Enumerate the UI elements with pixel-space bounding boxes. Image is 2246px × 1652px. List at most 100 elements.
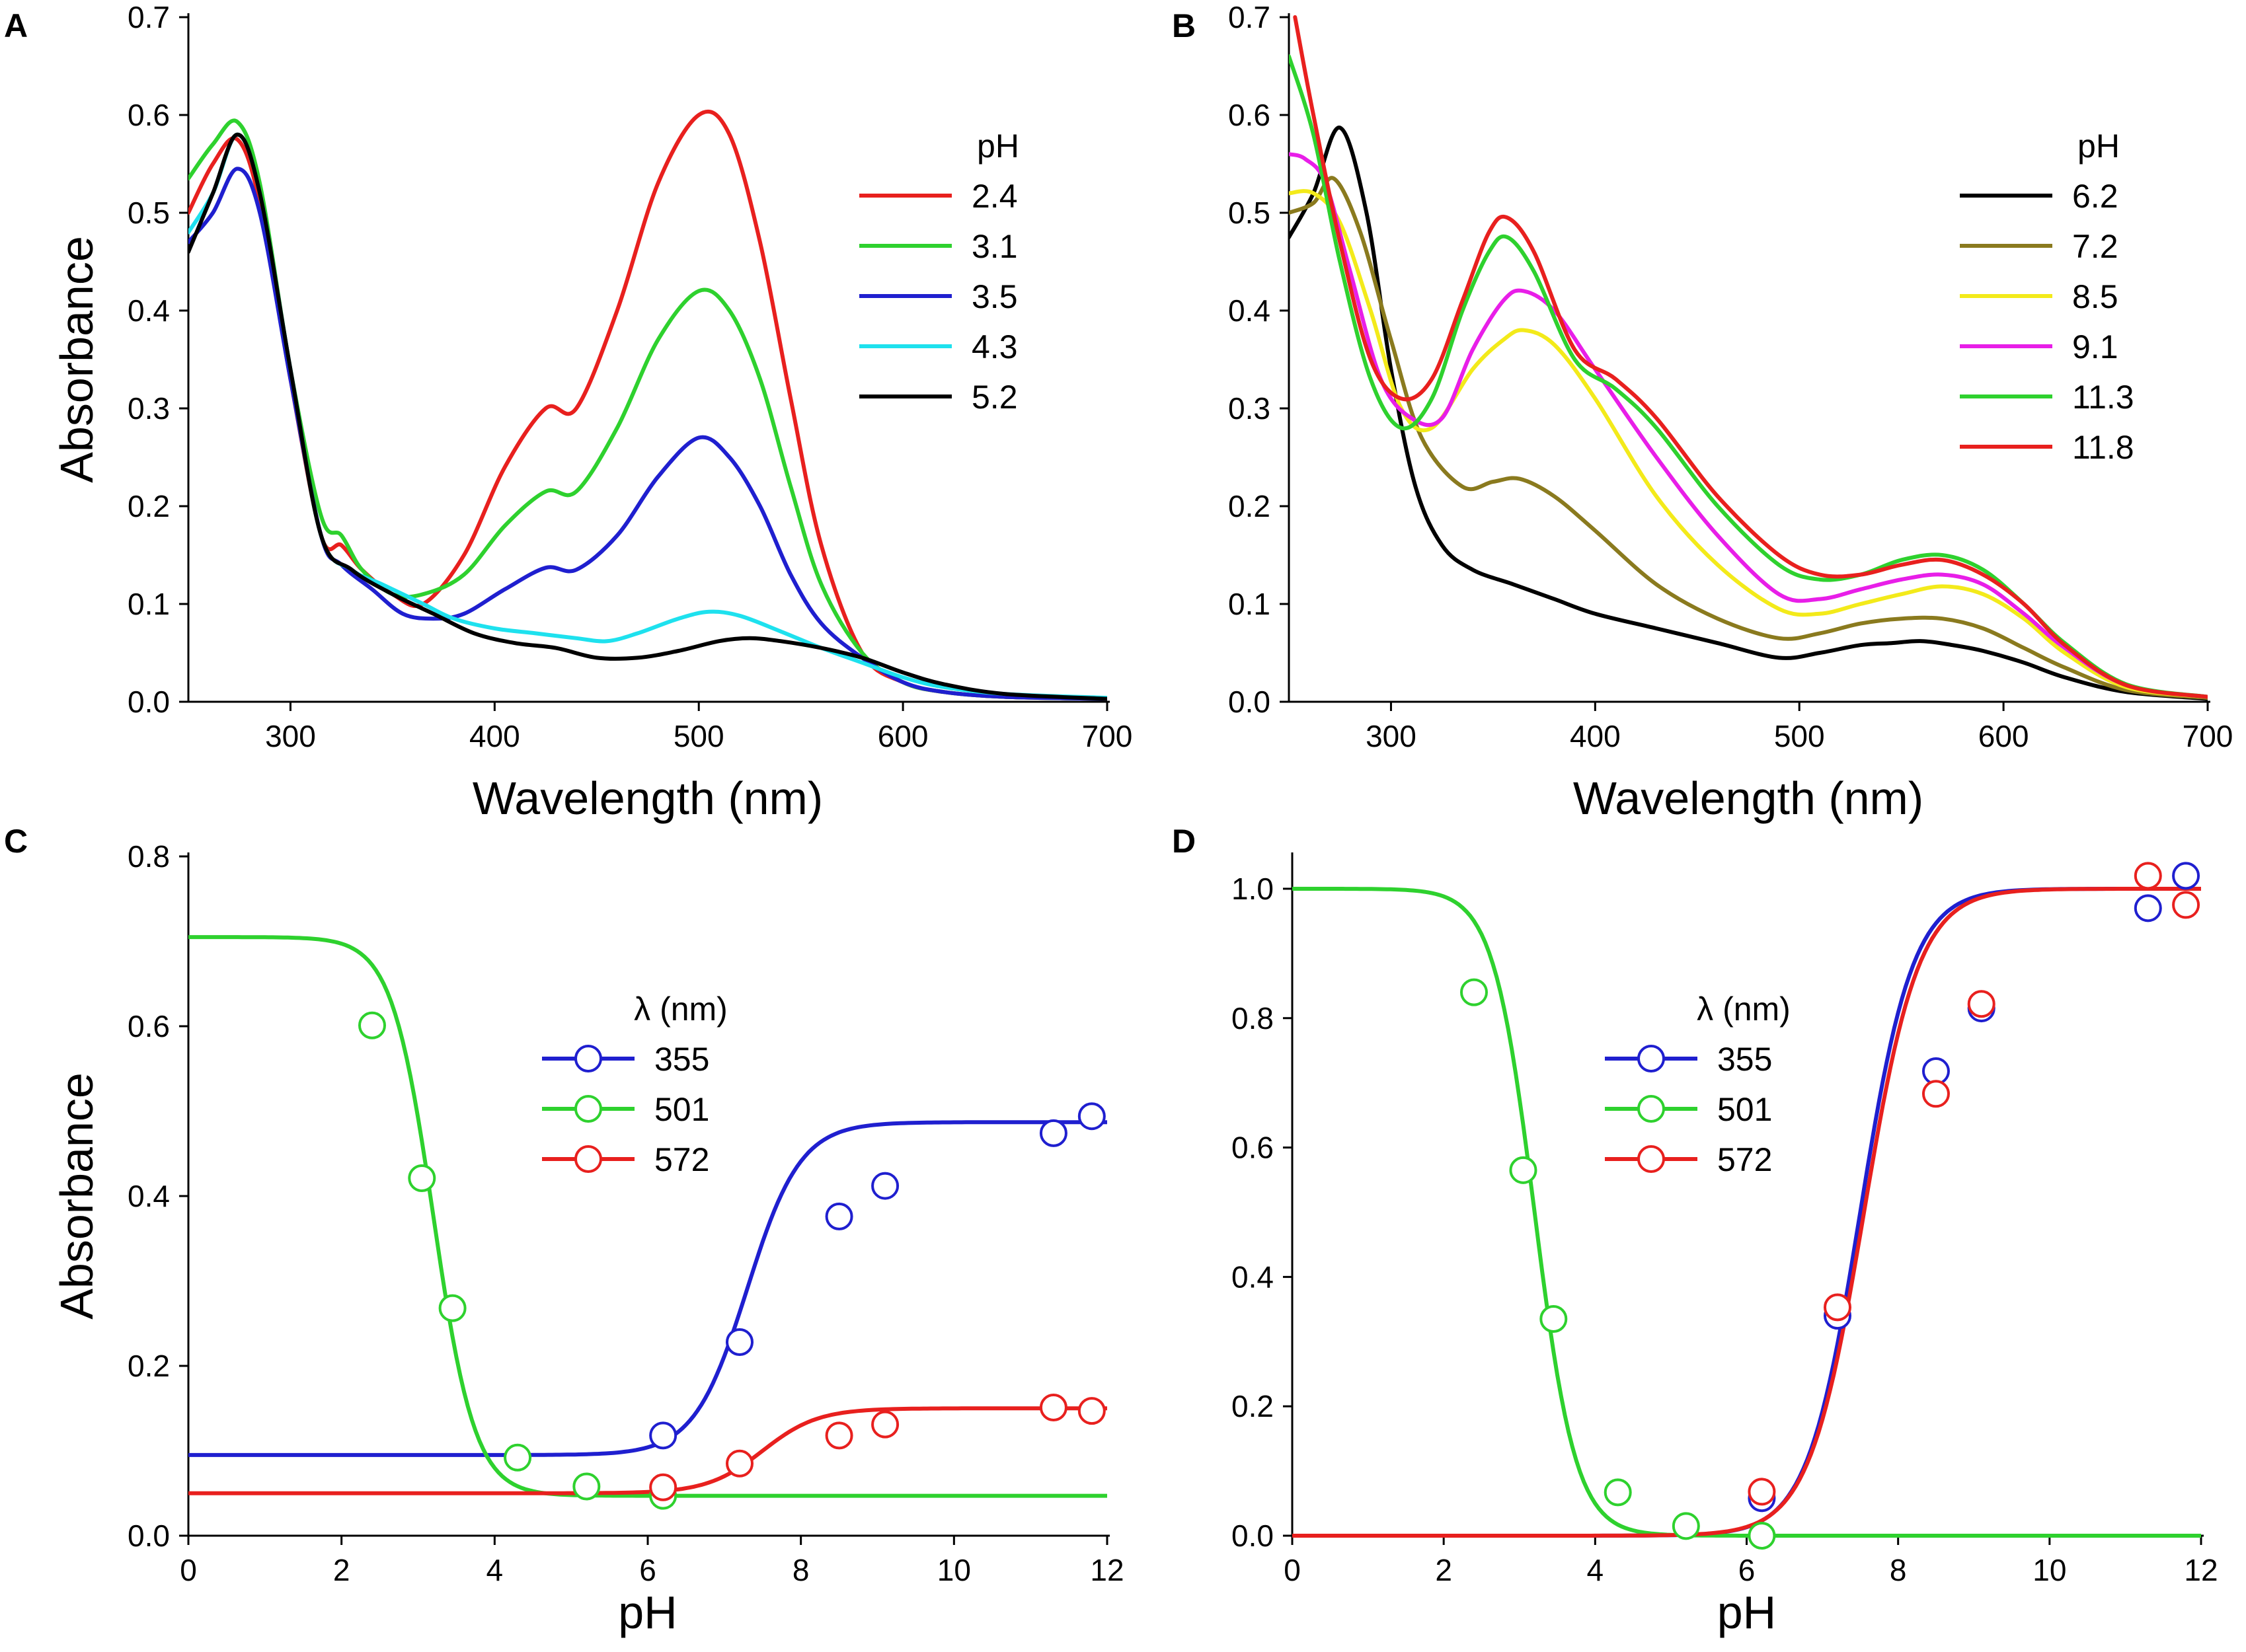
data-point-501 [1509,1156,1537,1184]
data-point-572 [1967,990,1995,1018]
legend-label: 9.1 [2072,328,2118,365]
y-tick-label: 1.0 [1231,872,1274,906]
x-axis-title: Wavelength (nm) [473,772,823,824]
x-tick-label: 700 [1082,719,1133,753]
fit-curve-572 [188,1406,1107,1495]
legend-label: 501 [654,1091,709,1128]
data-point-355 [726,1328,754,1357]
x-tick-label: 2 [333,1553,350,1587]
data-point-572 [2134,862,2162,890]
legend-label: 11.8 [2072,429,2134,466]
y-tick-label: 0.2 [128,489,170,523]
panel-d: D 0 2 4 6 8 10 12 0.0 0.2 0.4 0.6 0.8 1.0 pH λ (nm) 355 5… [1172,823,2218,1638]
data-point-572 [871,1410,900,1439]
legend-label: 572 [654,1141,709,1178]
data-point-355 [871,1172,900,1200]
x-tick-label: 4 [1587,1553,1604,1587]
x-tick-label: 0 [180,1553,197,1587]
y-tick-label: 0.4 [1228,293,1270,328]
legend-label: 6.2 [2072,178,2118,215]
series-line-ph-11.8 [1293,15,2208,699]
legend-label: 8.5 [2072,278,2118,315]
legend-label: 3.1 [972,228,1018,265]
panel-b: B 300 400 500 600 700 0.0 0.1 0.2 0.3 0.4 0.5 0.6 0.7… [1172,0,2233,824]
y-tick-label: 0.6 [128,98,170,132]
legend-label: 7.2 [2072,228,2118,265]
data-point-501 [504,1443,532,1472]
y-tick-label: 0.8 [128,839,170,874]
plot-area [1289,15,2208,701]
data-point-501 [1672,1512,1700,1540]
legend-label: 2.4 [972,178,1018,215]
data-point-355 [2172,862,2200,890]
panel-letter: C [4,823,28,860]
y-tick-label: 0.6 [1228,98,1270,132]
y-tick-label: 0.0 [128,685,170,719]
x-tick-label: 2 [1435,1553,1452,1587]
x-tick-label: 6 [639,1553,656,1587]
legend-label: 4.3 [972,328,1018,365]
series-line-ph-6.2 [1289,126,2208,701]
panel-letter: B [1172,7,1196,44]
legend: pH 2.4 3.1 3.5 4.3 5.2 [859,128,1019,416]
y-tick-label: 0.0 [128,1519,170,1553]
legend-label: 355 [1717,1041,1772,1078]
x-tick-label: 400 [469,719,520,753]
legend-marker [574,1095,602,1123]
legend: λ (nm) 355 501 572 [542,991,728,1178]
x-axis-title: Wavelength (nm) [1573,772,1923,824]
data-point-572 [1824,1293,1851,1322]
fit-curve-501 [1292,887,2201,1538]
series-line-ph-8.5 [1289,189,2208,699]
legend: pH 6.2 7.2 8.5 9.1 11.3 11.8 [1960,128,2134,466]
series-line-ph-7.2 [1289,176,2208,700]
data-point-501 [572,1472,601,1501]
data-point-572 [1039,1393,1067,1421]
legend-marker [1637,1145,1665,1173]
x-tick-label: 300 [265,719,316,753]
y-tick-label: 0.1 [1228,587,1270,621]
plot-area [188,110,1107,701]
data-point-572 [2172,891,2200,919]
y-tick-label: 0.0 [1231,1519,1274,1553]
data-point-572 [1921,1080,1950,1108]
y-tick-label: 0.1 [128,587,170,621]
x-tick-label: 500 [1774,719,1825,753]
legend-label: 572 [1717,1141,1772,1178]
x-tick-label: 700 [2183,719,2233,753]
legend-title: pH [977,128,1019,165]
y-tick-label: 0.5 [1228,196,1270,230]
data-point-501 [1539,1305,1568,1333]
x-axis-title: pH [1717,1587,1776,1638]
data-point-501 [408,1164,436,1193]
y-tick-label: 0.4 [128,1179,170,1213]
plot-area [188,935,1107,1498]
x-tick-label: 6 [1738,1553,1756,1587]
data-point-501 [358,1011,386,1039]
data-point-501 [1604,1478,1632,1507]
data-point-572 [649,1473,678,1501]
data-point-501 [1460,978,1488,1006]
y-tick-label: 0.4 [128,293,170,328]
x-tick-label: 12 [1090,1553,1124,1587]
data-point-355 [1039,1119,1067,1147]
y-tick-label: 0.0 [1228,685,1270,719]
data-point-572 [726,1449,754,1478]
y-tick-label: 0.2 [1231,1389,1274,1423]
y-tick-label: 0.7 [128,0,170,34]
x-tick-label: 8 [1890,1553,1907,1587]
legend-title: λ (nm) [1697,991,1791,1028]
legend-title: pH [2077,128,2120,165]
y-tick-label: 0.6 [128,1009,170,1043]
y-tick-label: 0.3 [1228,391,1270,426]
series-line-ph-9.1 [1289,152,2208,699]
y-axis-title: Absorbance [51,236,102,483]
y-tick-label: 0.6 [1231,1131,1274,1165]
data-point-501 [1748,1522,1776,1550]
legend-marker [574,1145,602,1173]
y-tick-label: 0.2 [128,1349,170,1383]
y-tick-label: 0.4 [1231,1259,1274,1294]
x-tick-label: 8 [793,1553,810,1587]
legend-title: λ (nm) [634,991,728,1028]
